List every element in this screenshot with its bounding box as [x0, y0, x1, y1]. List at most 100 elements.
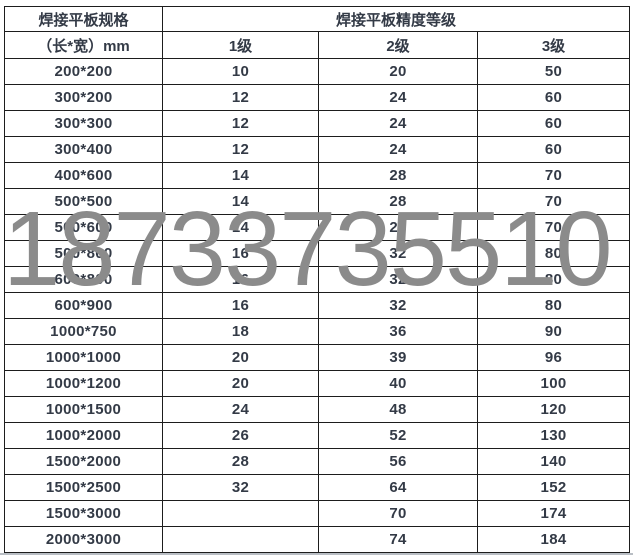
grade-value-cell: 120 — [476, 396, 631, 423]
grade-value-cell: 70 — [476, 188, 631, 215]
plate-size-cell: 400*600 — [4, 162, 163, 189]
grade-value-cell: 36 — [318, 318, 478, 345]
table-row: 1500*2000 28 56 140 — [4, 448, 631, 475]
spec-title-cell: 焊接平板规格 — [4, 6, 163, 32]
plate-size-cell: 1000*1500 — [4, 396, 163, 423]
grade-value-cell: 60 — [476, 136, 631, 163]
table-row: 1500*3000 70 174 — [4, 500, 631, 527]
grade-value-cell: 20 — [318, 58, 478, 85]
grade-value-cell: 16 — [162, 266, 319, 293]
grade-value-cell: 80 — [476, 292, 631, 319]
grade-value-cell: 70 — [318, 500, 478, 527]
table-row: 400*600 14 28 70 — [4, 162, 631, 189]
table-header: 焊接平板规格 焊接平板精度等级 （长*宽）mm 1级 2级 3级 — [4, 6, 631, 59]
header-row-titles: 焊接平板规格 焊接平板精度等级 — [4, 6, 631, 32]
grade2-header-cell: 2级 — [318, 31, 478, 59]
grade-value-cell: 52 — [318, 422, 478, 449]
grade-value-cell: 80 — [476, 240, 631, 267]
grade-value-cell: 80 — [476, 266, 631, 293]
grade-value-cell: 74 — [318, 526, 478, 553]
plate-size-cell: 1500*2000 — [4, 448, 163, 475]
grade-value-cell: 56 — [318, 448, 478, 475]
table-row: 1000*2000 26 52 130 — [4, 422, 631, 449]
grade-value-cell: 130 — [476, 422, 631, 449]
grade-value-cell: 24 — [162, 396, 319, 423]
table-row: 1500*2500 32 64 152 — [4, 474, 631, 501]
plate-size-cell: 1500*2500 — [4, 474, 163, 501]
table-row: 1000*1500 24 48 120 — [4, 396, 631, 423]
size-unit-header-cell: （长*宽）mm — [4, 31, 163, 59]
table-row: 1000*750 18 36 90 — [4, 318, 631, 345]
plate-size-cell: 600*800 — [4, 266, 163, 293]
grade-value-cell: 50 — [476, 58, 631, 85]
grade-value-cell: 32 — [318, 292, 478, 319]
plate-size-cell: 500*500 — [4, 188, 163, 215]
grade-value-cell: 24 — [318, 110, 478, 137]
table-body: 200*200 10 20 50 300*200 12 24 60 300*300 12 24 60 3… — [4, 58, 631, 553]
table-row: 500*500 14 28 70 — [4, 188, 631, 215]
grade-value-cell: 32 — [318, 240, 478, 267]
table-row: 600*900 16 32 80 — [4, 292, 631, 319]
grade-value-cell: 26 — [162, 422, 319, 449]
grade-value-cell: 20 — [162, 344, 319, 371]
table-row: 2000*3000 74 184 — [4, 526, 631, 553]
grade-value-cell: 12 — [162, 84, 319, 111]
grade-value-cell: 32 — [162, 474, 319, 501]
grade-value-cell: 39 — [318, 344, 478, 371]
bottom-divider-line — [0, 553, 633, 555]
grade-value-cell: 70 — [476, 214, 631, 241]
precision-grade-title-cell: 焊接平板精度等级 — [161, 6, 631, 32]
grade-value-cell: 184 — [476, 526, 631, 553]
grade-value-cell: 16 — [162, 292, 319, 319]
grade-value-cell: 24 — [318, 136, 478, 163]
plate-size-cell: 1000*2000 — [4, 422, 163, 449]
grade-value-cell: 16 — [162, 240, 319, 267]
table-row: 500*600 14 28 70 — [4, 214, 631, 241]
grade-value-cell: 64 — [318, 474, 478, 501]
plate-size-cell: 2000*3000 — [4, 526, 163, 553]
grade-value-cell: 48 — [318, 396, 478, 423]
plate-size-cell: 300*200 — [4, 84, 163, 111]
grade-value-cell: 14 — [162, 214, 319, 241]
grade-value-cell: 90 — [476, 318, 631, 345]
grade-value-cell: 24 — [318, 84, 478, 111]
plate-size-cell: 300*400 — [4, 136, 163, 163]
grade-value-cell: 60 — [476, 84, 631, 111]
grade-value-cell: 174 — [476, 500, 631, 527]
plate-size-cell: 1500*3000 — [4, 500, 163, 527]
grade-value-cell: 140 — [476, 448, 631, 475]
grade1-header-cell: 1级 — [162, 31, 319, 59]
header-row-columns: （长*宽）mm 1级 2级 3级 — [4, 31, 631, 59]
grade-value-cell: 40 — [318, 370, 478, 397]
grade-value-cell: 96 — [476, 344, 631, 371]
table-row: 1000*1000 20 39 96 — [4, 344, 631, 371]
plate-size-cell: 1000*750 — [4, 318, 163, 345]
grade-value-cell: 28 — [162, 448, 319, 475]
plate-size-cell: 1000*1200 — [4, 370, 163, 397]
grade-value-cell: 28 — [318, 162, 478, 189]
grade-value-cell — [162, 500, 319, 527]
grade-value-cell: 32 — [318, 266, 478, 293]
grade-value-cell: 152 — [476, 474, 631, 501]
grade-value-cell — [162, 526, 319, 553]
grade-value-cell: 20 — [162, 370, 319, 397]
table-row: 500*800 16 32 80 — [4, 240, 631, 267]
grade-value-cell: 14 — [162, 188, 319, 215]
table-row: 200*200 10 20 50 — [4, 58, 631, 85]
grade-value-cell: 70 — [476, 162, 631, 189]
table-row: 300*300 12 24 60 — [4, 110, 631, 137]
table-row: 1000*1200 20 40 100 — [4, 370, 631, 397]
plate-size-cell: 600*900 — [4, 292, 163, 319]
grade-value-cell: 12 — [162, 110, 319, 137]
grade-value-cell: 60 — [476, 110, 631, 137]
plate-size-cell: 1000*1000 — [4, 344, 163, 371]
plate-size-cell: 500*800 — [4, 240, 163, 267]
plate-size-cell: 200*200 — [4, 58, 163, 85]
grade-value-cell: 10 — [162, 58, 319, 85]
grade-value-cell: 18 — [162, 318, 319, 345]
grade-value-cell: 14 — [162, 162, 319, 189]
grade-value-cell: 28 — [318, 188, 478, 215]
grade-value-cell: 12 — [162, 136, 319, 163]
table-row: 600*800 16 32 80 — [4, 266, 631, 293]
